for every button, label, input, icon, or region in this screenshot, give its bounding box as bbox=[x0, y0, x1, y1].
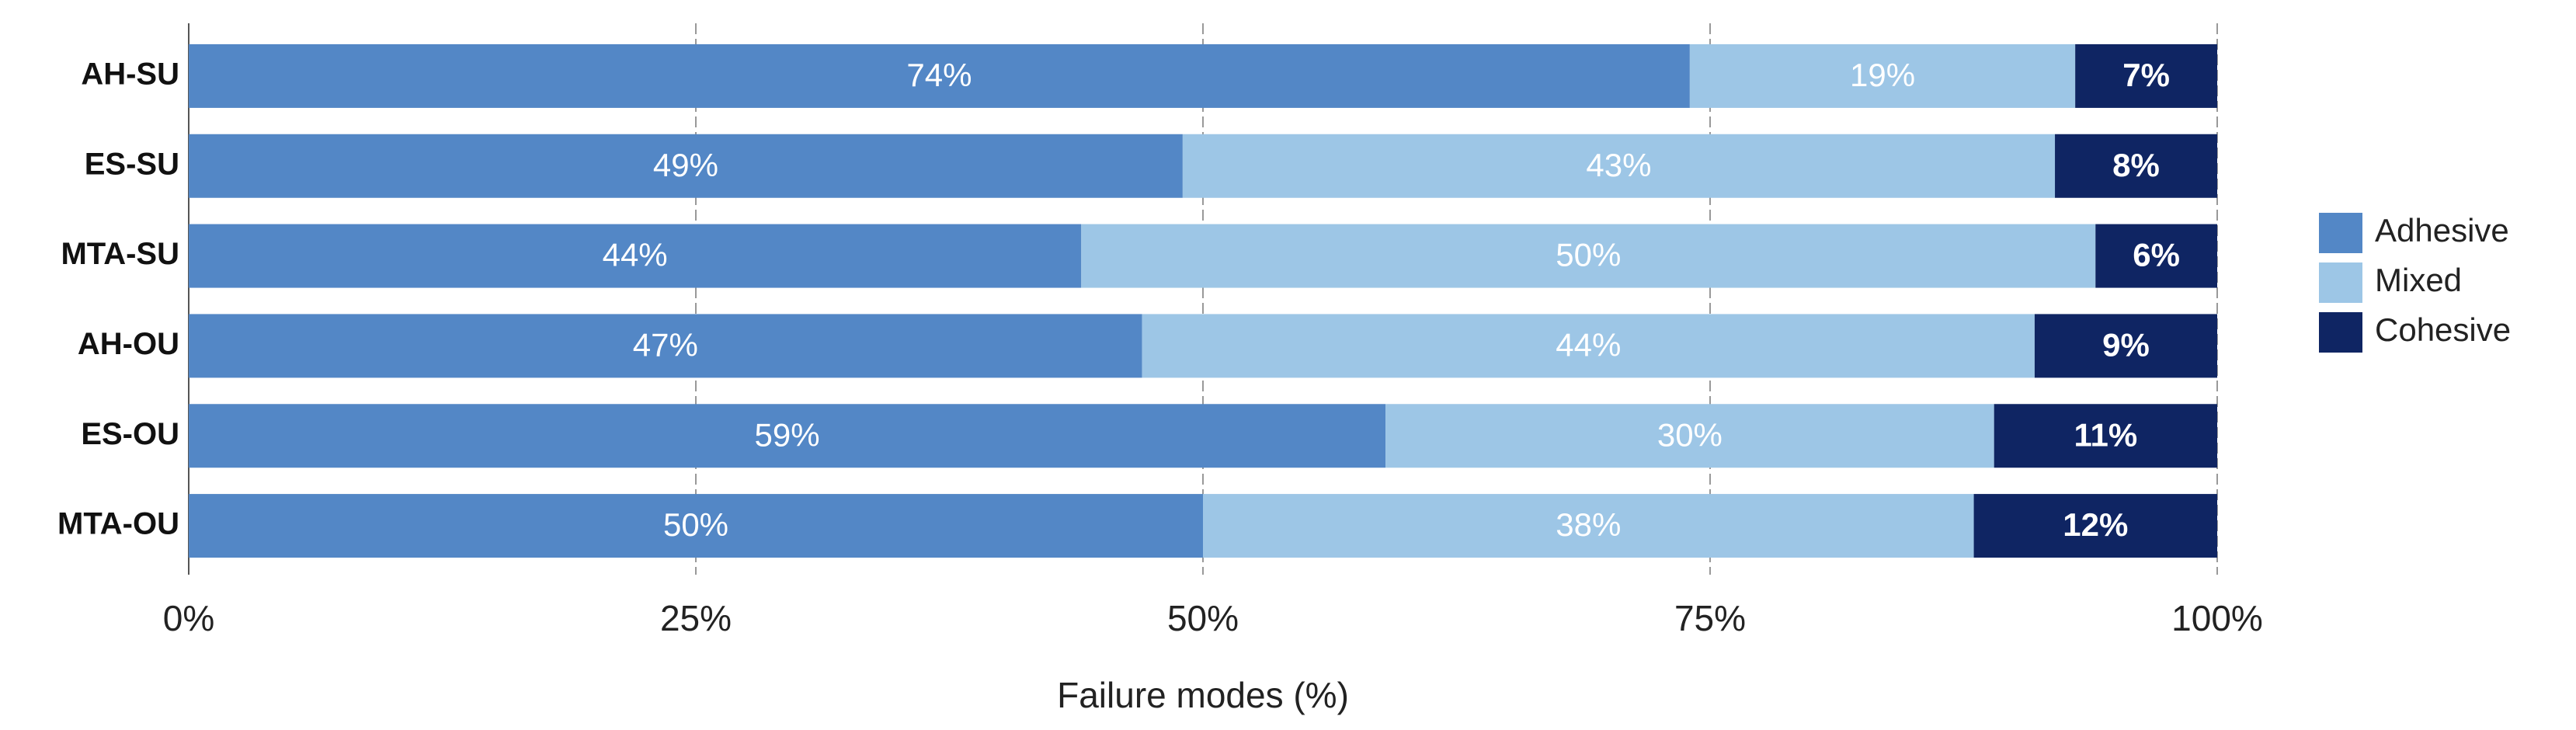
value-label: 50% bbox=[1556, 237, 1621, 273]
bar-segment bbox=[189, 224, 1082, 288]
value-label: 11% bbox=[2074, 416, 2137, 453]
x-tick-label: 50% bbox=[1167, 598, 1239, 638]
legend-label: Cohesive bbox=[2375, 311, 2511, 348]
bar-segment bbox=[189, 43, 1690, 108]
bar-segment bbox=[189, 134, 1183, 198]
value-label: 44% bbox=[603, 237, 668, 273]
value-label: 59% bbox=[755, 416, 820, 453]
bar-segment bbox=[1182, 134, 2056, 198]
value-label: 30% bbox=[1657, 416, 1723, 453]
bar-segment bbox=[2075, 43, 2217, 108]
value-label: 38% bbox=[1556, 506, 1621, 543]
y-tick-label: ES-OU bbox=[81, 417, 179, 451]
y-tick-label: AH-OU bbox=[78, 327, 179, 361]
value-label: 19% bbox=[1850, 57, 1915, 93]
bar-segment bbox=[1142, 314, 2035, 378]
legend-swatch bbox=[2319, 213, 2362, 253]
bar-segment bbox=[1081, 224, 2096, 288]
value-label: 43% bbox=[1586, 147, 1651, 183]
value-label: 44% bbox=[1556, 327, 1621, 363]
value-label: 8% bbox=[2112, 147, 2160, 183]
bar-segment bbox=[1994, 404, 2217, 468]
x-tick-label: 75% bbox=[1674, 598, 1746, 638]
value-label: 49% bbox=[653, 147, 718, 183]
bar-segment bbox=[2034, 314, 2217, 378]
bar-segment bbox=[2055, 134, 2217, 198]
x-axis-label: Failure modes (%) bbox=[1057, 675, 1349, 715]
value-label: 6% bbox=[2133, 237, 2180, 273]
legend-label: Mixed bbox=[2375, 262, 2462, 298]
bar-segment bbox=[189, 404, 1386, 468]
x-tick-label: 0% bbox=[163, 598, 214, 638]
value-label: 47% bbox=[633, 327, 698, 363]
y-tick-label: ES-SU bbox=[85, 147, 179, 181]
bar-segment bbox=[189, 494, 1203, 558]
value-label: 7% bbox=[2122, 57, 2170, 93]
legend-swatch bbox=[2319, 312, 2362, 353]
y-tick-label: MTA-SU bbox=[61, 237, 179, 271]
bar-segment bbox=[1385, 404, 1994, 468]
value-label: 74% bbox=[906, 57, 972, 93]
bar-segment bbox=[189, 314, 1142, 378]
x-tick-label: 100% bbox=[2171, 598, 2263, 638]
bar-segment bbox=[2095, 224, 2217, 288]
value-label: 9% bbox=[2102, 327, 2150, 363]
legend-swatch bbox=[2319, 262, 2362, 303]
legend-label: Adhesive bbox=[2375, 212, 2509, 249]
y-tick-label: MTA-OU bbox=[57, 507, 179, 541]
bar-segment bbox=[1203, 494, 1974, 558]
value-label: 50% bbox=[663, 506, 728, 543]
bar-segment bbox=[1689, 43, 2076, 108]
x-tick-label: 25% bbox=[660, 598, 732, 638]
y-tick-label: AH-SU bbox=[81, 57, 179, 91]
value-label: 12% bbox=[2063, 506, 2128, 543]
bar-segment bbox=[1973, 494, 2217, 558]
